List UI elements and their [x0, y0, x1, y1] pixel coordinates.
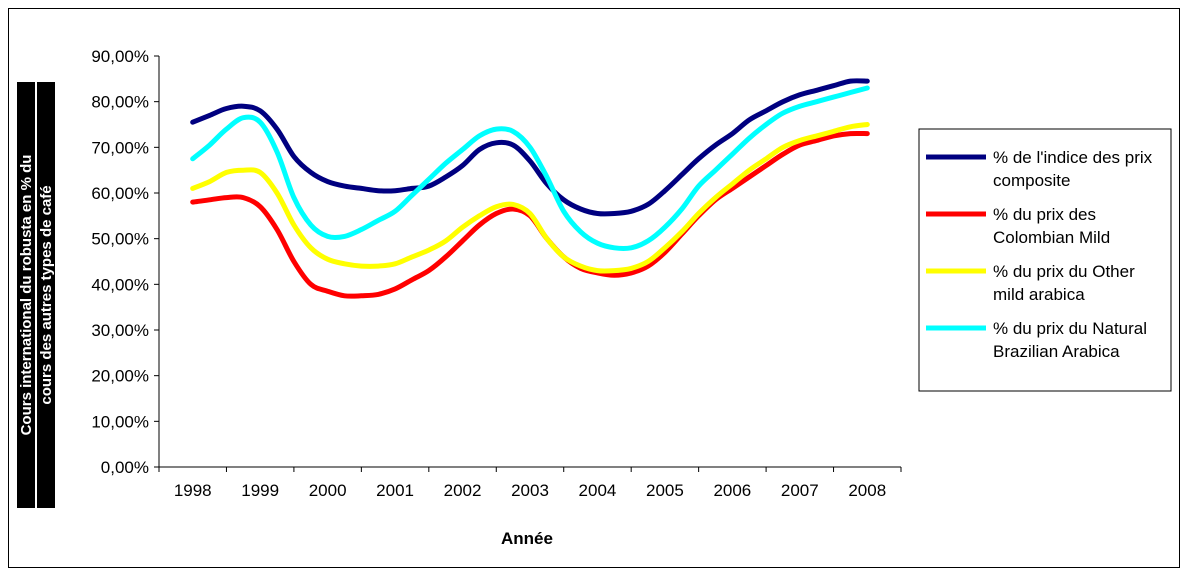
legend-label-3: % du prix du Other mild arabica: [993, 262, 1135, 304]
y-tick-label: 90,00%: [91, 47, 149, 66]
chart-frame: Cours international du robusta en % du c…: [8, 8, 1180, 568]
y-axis: 0,00% 10,00% 20,00% 30,00% 40,00% 50,00% 60,00…: [91, 47, 160, 477]
y-tick-label: 70,00%: [91, 138, 149, 157]
y-axis-title-line-1: Cours international du robusta en % du: [18, 155, 35, 436]
y-axis-title: Cours international du robusta en % du c…: [17, 82, 55, 508]
x-axis: 1998 1999 2000 2001 2002 2003 2004 2005 2006 2007…: [158, 466, 902, 500]
x-tick-label: 2008: [848, 481, 886, 500]
line-chart: Cours international du robusta en % du c…: [17, 47, 1172, 548]
x-tick-label: 2002: [444, 481, 482, 500]
x-tick-label: 1999: [241, 481, 279, 500]
y-tick-label: 0,00%: [101, 458, 149, 477]
x-tick-label: 1998: [174, 481, 212, 500]
x-tick-label: 2004: [579, 481, 617, 500]
x-tick-label: 2005: [646, 481, 684, 500]
y-tick-label: 10,00%: [91, 412, 149, 431]
y-tick-label: 40,00%: [91, 275, 149, 294]
legend: % de l'indice des prix composite % du prix…: [918, 128, 1172, 392]
legend-label-2: % du prix des Colombian Mild: [993, 205, 1110, 247]
series-line-4: [190, 85, 870, 252]
x-tick-label: 2006: [713, 481, 751, 500]
x-tick-label: 2007: [781, 481, 819, 500]
legend-label-4: % du prix du Natural Brazilian Arabica: [993, 319, 1147, 361]
y-axis-title-line-2: cours des autres types de café: [38, 185, 55, 404]
y-tick-label: 50,00%: [91, 230, 149, 249]
y-tick-label: 60,00%: [91, 184, 149, 203]
y-tick-label: 30,00%: [91, 321, 149, 340]
x-tick-label: 2003: [511, 481, 549, 500]
x-tick-label: 2001: [376, 481, 414, 500]
y-tick-label: 20,00%: [91, 367, 149, 386]
series-line-3: [190, 122, 870, 274]
legend-label-1: % de l'indice des prix composite: [993, 148, 1153, 190]
y-tick-label: 80,00%: [91, 93, 149, 112]
x-axis-title: Année: [501, 529, 553, 548]
legend-box: [918, 128, 1172, 392]
x-tick-label: 2000: [309, 481, 347, 500]
series-lines: [190, 78, 870, 299]
series-line-1: [190, 78, 870, 217]
